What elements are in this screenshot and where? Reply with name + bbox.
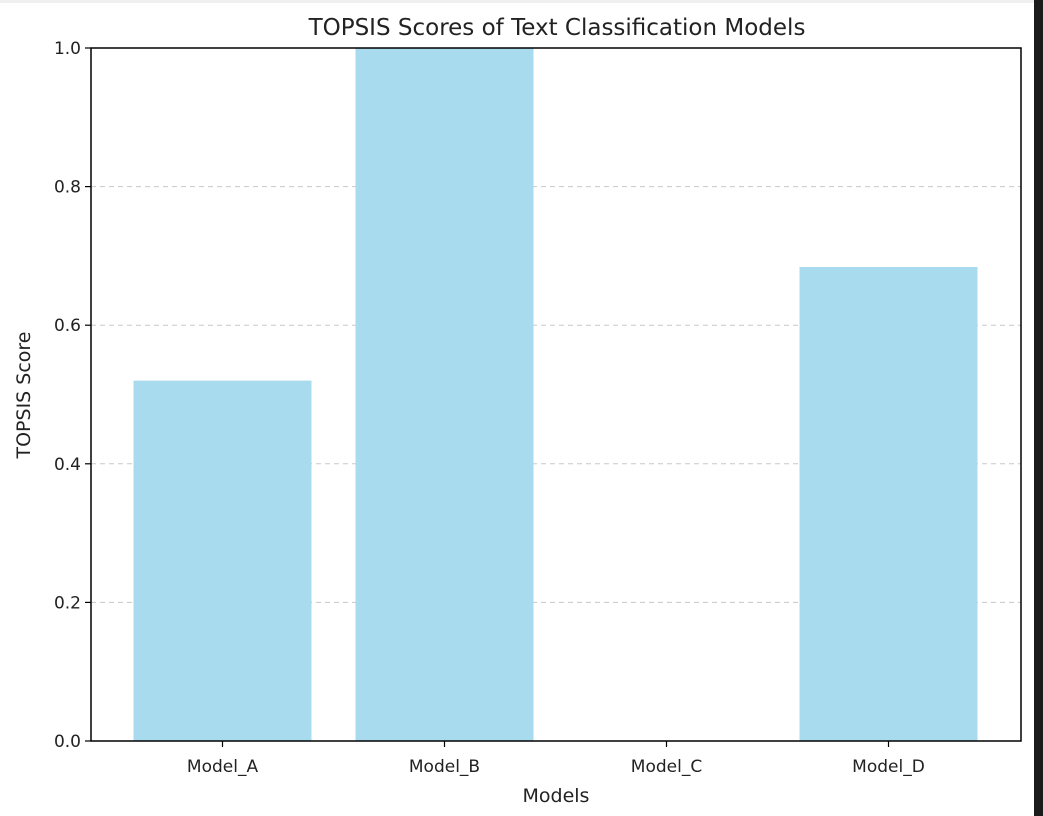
y-tick-label: 1.0: [54, 39, 81, 59]
x-axis-label: Models: [523, 785, 590, 807]
bar-model-d: [799, 266, 978, 741]
window-top-strip: [0, 0, 1034, 3]
y-tick-label: 0.8: [54, 178, 81, 198]
x-tick-label: Model_D: [852, 757, 925, 777]
y-tick-label: 0.0: [54, 732, 81, 752]
bars: [133, 48, 978, 741]
x-tick-label: Model_C: [631, 757, 702, 777]
bar-model-a: [133, 380, 312, 741]
bar-model-b: [355, 48, 534, 741]
y-axis-ticks: 0.0 0.2 0.4 0.6 0.8 1.0: [54, 39, 91, 752]
chart-title: TOPSIS Scores of Text Classification Mod…: [308, 15, 806, 41]
y-tick-label: 0.2: [54, 593, 81, 613]
y-tick-label: 0.4: [54, 455, 81, 475]
window-edge-strip: [1034, 0, 1043, 816]
y-axis-label: TOPSIS Score: [13, 332, 35, 460]
plot-frame: [90, 47, 1022, 742]
x-tick-label: Model_B: [409, 757, 480, 777]
y-tick-label: 0.6: [54, 316, 81, 336]
x-tick-label: Model_A: [187, 757, 259, 777]
x-axis-ticks: Model_A Model_B Model_C Model_D: [187, 741, 925, 777]
